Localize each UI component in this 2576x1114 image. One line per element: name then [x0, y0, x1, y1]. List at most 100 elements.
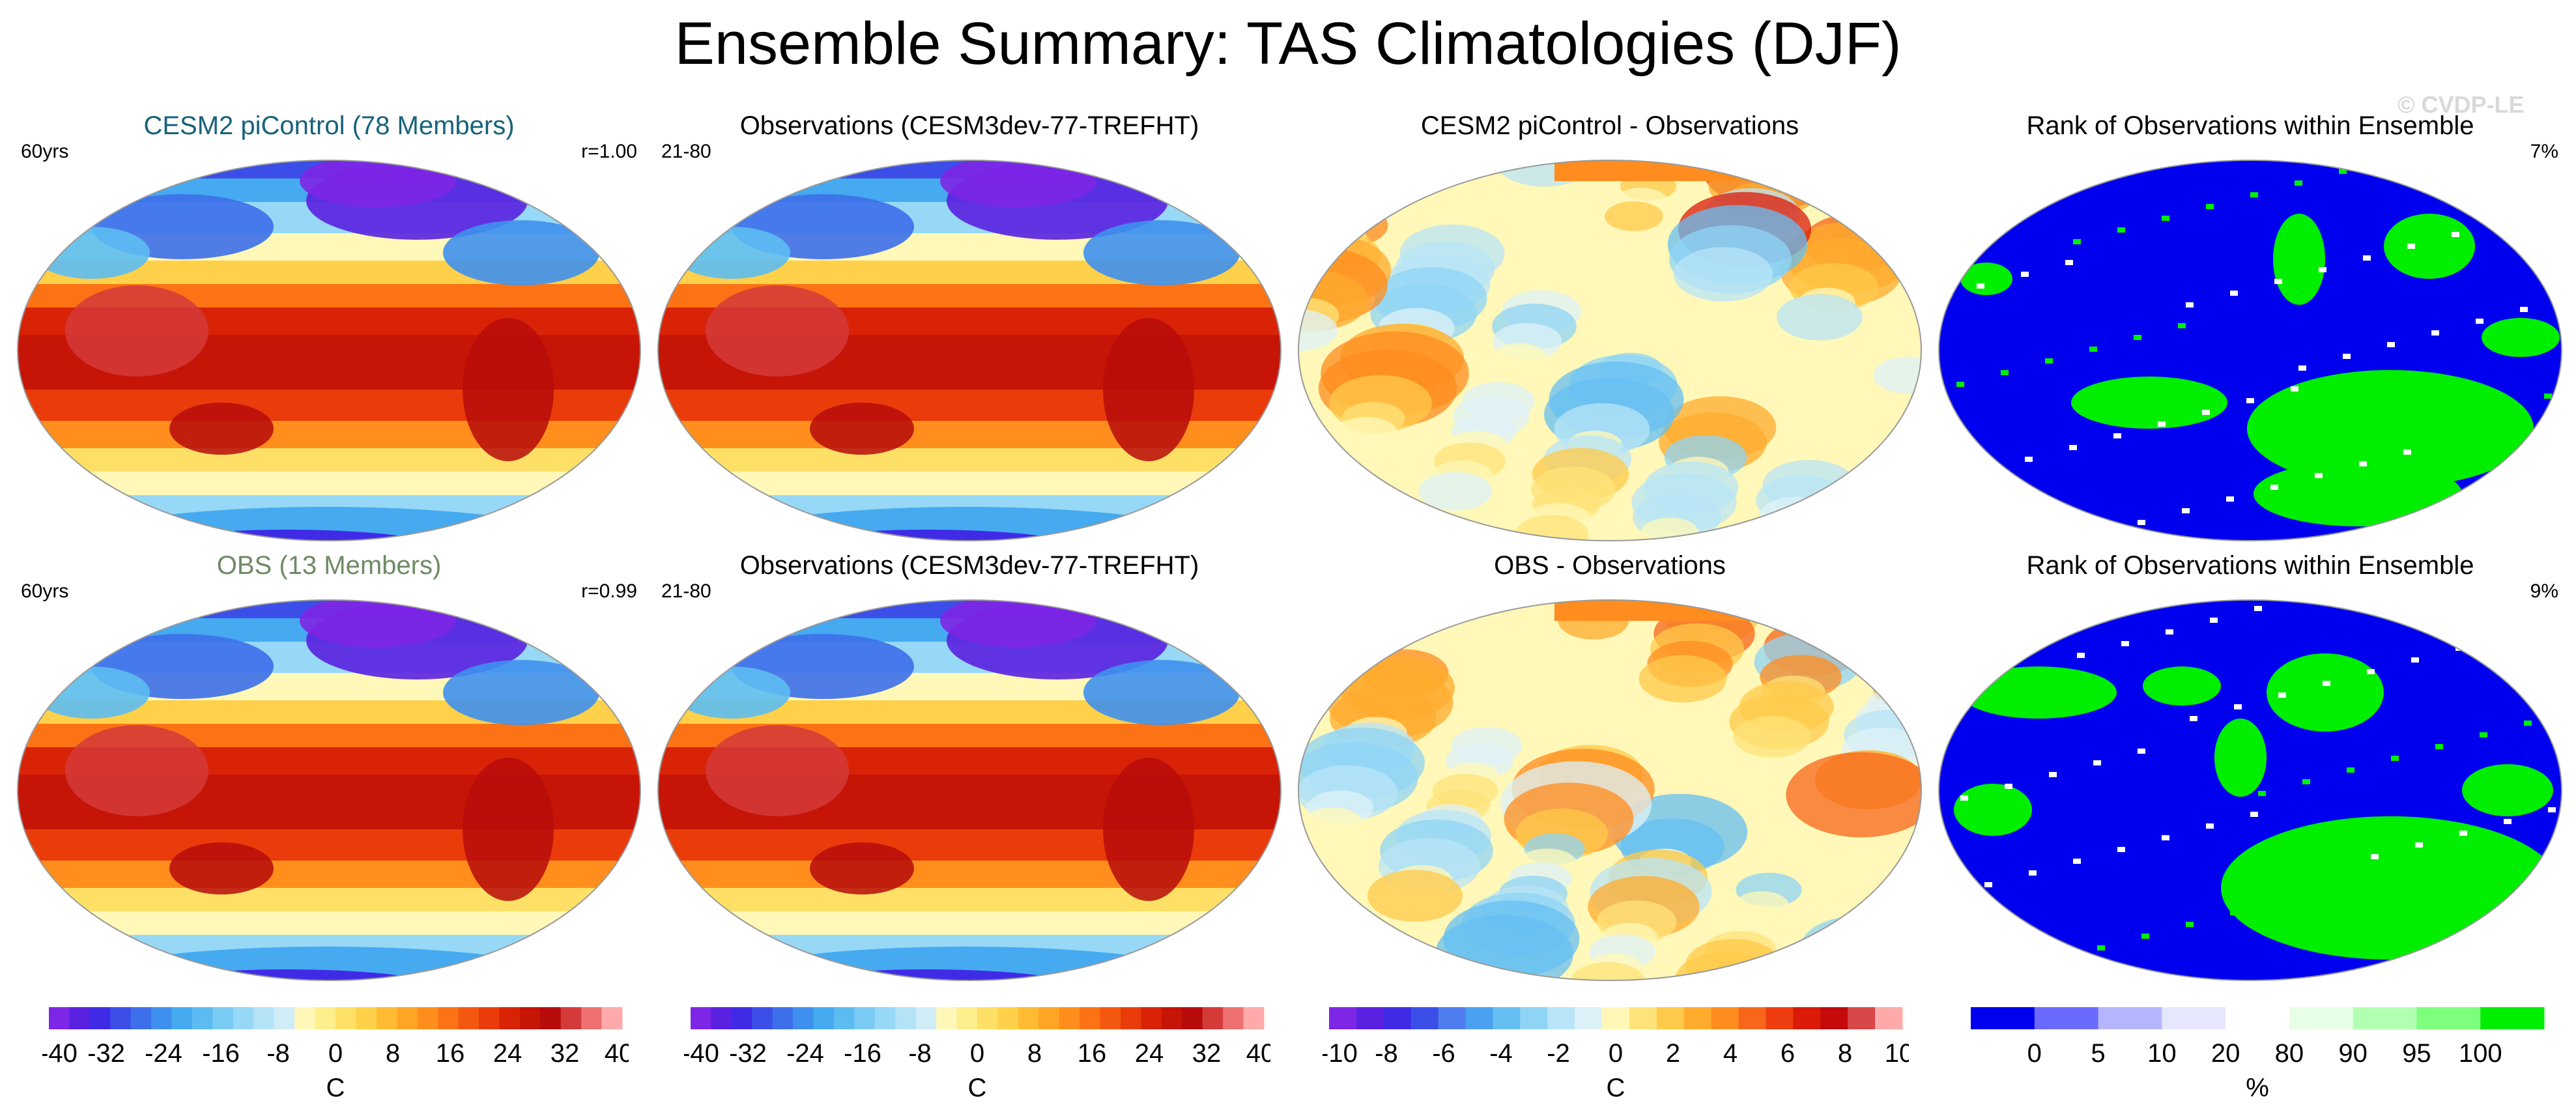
colorbar-tick-label: -32: [729, 1039, 767, 1068]
colorbar-swatch: [151, 1007, 173, 1029]
colorbar-swatch: [2098, 1007, 2162, 1029]
colorbar-tick-label: 0: [1609, 1039, 1623, 1068]
colorbar-tick-label: 40: [605, 1039, 629, 1068]
colorbar-swatch: [233, 1007, 254, 1029]
colorbar-swatch: [601, 1007, 623, 1029]
map-field: [1298, 599, 1922, 981]
colorbar-swatch: [1971, 1007, 2035, 1029]
map-field: [1938, 599, 2562, 981]
colorbar-swatch: [1018, 1007, 1039, 1029]
panel-period-label: 60yrs: [21, 141, 69, 162]
colorbar: -40 -32 -24 -16 -8 0 8 16 24 32 40 C: [42, 1003, 629, 1114]
colorbar-unit: C: [326, 1074, 345, 1102]
panel-title: CESM2 piControl (78 Members): [143, 111, 515, 140]
colorbar-tick-label: 10: [2147, 1039, 2177, 1068]
panel-stat-label: 7%: [2530, 141, 2558, 162]
colorbar-swatch: [1875, 1007, 1903, 1029]
map-field: [17, 599, 641, 981]
colorbar-swatch: [294, 1007, 316, 1029]
colorbar-tick-label: -24: [145, 1039, 182, 1068]
colorbar-tick-label: 8: [1838, 1039, 1852, 1068]
colorbar-tick-label: 8: [386, 1039, 400, 1068]
colorbar-swatch: [212, 1007, 234, 1029]
colorbar-swatch: [1656, 1007, 1685, 1029]
colorbar-tick-label: -40: [684, 1039, 719, 1068]
colorbar-tick-label: 100: [2459, 1039, 2502, 1068]
colorbar-unit: C: [1606, 1074, 1625, 1102]
colorbar-swatch: [834, 1007, 855, 1029]
colorbar-swatch: [1711, 1007, 1739, 1029]
colorbar-tick-label: 8: [1027, 1039, 1042, 1068]
colorbar-swatch: [772, 1007, 794, 1029]
colorbar-swatch: [336, 1007, 356, 1029]
colorbar-swatch: [2480, 1007, 2545, 1029]
colorbar-swatch: [1766, 1007, 1794, 1029]
colorbar-swatch: [2225, 1007, 2290, 1029]
colorbar-swatch: [956, 1007, 978, 1029]
panel-title: Rank of Observations within Ensemble: [2026, 111, 2474, 140]
colorbar-swatch: [1329, 1007, 1357, 1029]
colorbar-swatch: [2289, 1007, 2354, 1029]
colorbar-swatch: [49, 1007, 70, 1029]
colorbar-swatch: [479, 1007, 500, 1029]
colorbar: -40 -32 -24 -16 -8 0 8 16 24 32 40 C: [684, 1003, 1270, 1114]
colorbar-tick-label: -8: [908, 1039, 932, 1068]
colorbar-swatch: [2416, 1007, 2481, 1029]
colorbar-tick-label: 32: [551, 1039, 580, 1068]
colorbar-tick-label: -2: [1547, 1039, 1570, 1068]
colorbar-swatch: [752, 1007, 773, 1029]
colorbar-swatch: [1038, 1007, 1060, 1029]
colorbar-swatch: [356, 1007, 377, 1029]
colorbar-tick-label: -24: [786, 1039, 824, 1068]
colorbar-tick-label: -40: [42, 1039, 78, 1068]
colorbar-swatch: [438, 1007, 459, 1029]
map-panel: Rank of Observations within Ensemble 7%: [1928, 109, 2573, 644]
colorbar-tick-label: 0: [328, 1039, 343, 1068]
colorbar-tick-label: -10: [1323, 1039, 1358, 1068]
colorbar-tick-label: -4: [1489, 1039, 1513, 1068]
colorbar-swatch: [1820, 1007, 1848, 1029]
colorbar-swatch: [874, 1007, 896, 1029]
colorbar-swatch: [936, 1007, 958, 1029]
colorbar-tick-label: -6: [1432, 1039, 1455, 1068]
watermark: © CVDP-LE: [2397, 91, 2525, 118]
panel-title: Observations (CESM3dev-77-TREFHT): [739, 111, 1199, 140]
colorbar-swatch: [519, 1007, 541, 1029]
colorbar-swatch: [192, 1007, 213, 1029]
colorbar-tick-label: 5: [2091, 1039, 2105, 1068]
panel-stat-label: r=0.99: [581, 580, 637, 602]
colorbar-swatch: [89, 1007, 111, 1029]
colorbar-tick-label: 90: [2338, 1039, 2368, 1068]
map-field: [1298, 160, 1922, 541]
colorbar: -10 -8 -6 -4 -2 0 2 4 6 8 10 C: [1323, 1003, 1909, 1114]
colorbar-swatch: [1575, 1007, 1603, 1029]
colorbar-swatch: [1438, 1007, 1467, 1029]
colorbar-swatch: [171, 1007, 193, 1029]
figure-title: Ensemble Summary: TAS Climatologies (DJF…: [674, 10, 1902, 77]
colorbar-swatch: [731, 1007, 752, 1029]
colorbar-swatch: [1100, 1007, 1121, 1029]
panel-title: Observations (CESM3dev-77-TREFHT): [739, 551, 1199, 580]
panel-title: Rank of Observations within Ensemble: [2026, 551, 2474, 580]
panel-stat-label: r=1.00: [581, 141, 637, 162]
colorbar-swatch: [915, 1007, 937, 1029]
colorbar-swatch: [2034, 1007, 2099, 1029]
panel-period-label: 21-80: [661, 141, 711, 162]
colorbar-tick-label: 2: [1666, 1039, 1680, 1068]
colorbar-tick-label: 6: [1781, 1039, 1795, 1068]
colorbar-tick-label: 80: [2275, 1039, 2304, 1068]
colorbar-swatch: [1793, 1007, 1821, 1029]
colorbar-swatch: [1243, 1007, 1265, 1029]
colorbar-swatch: [711, 1007, 732, 1029]
colorbar-swatch: [2162, 1007, 2226, 1029]
colorbar-tick-label: 95: [2402, 1039, 2431, 1068]
colorbar-swatch: [997, 1007, 1019, 1029]
map-panel: CESM2 piControl - Observations: [1287, 109, 1932, 644]
colorbar-swatch: [1683, 1007, 1712, 1029]
colorbar-tick-label: -32: [87, 1039, 125, 1068]
colorbar-swatch: [1223, 1007, 1244, 1029]
panel-stat-label: 9%: [2530, 580, 2558, 602]
colorbar-swatch: [1356, 1007, 1384, 1029]
colorbar-swatch: [417, 1007, 438, 1029]
colorbar-swatch: [793, 1007, 814, 1029]
